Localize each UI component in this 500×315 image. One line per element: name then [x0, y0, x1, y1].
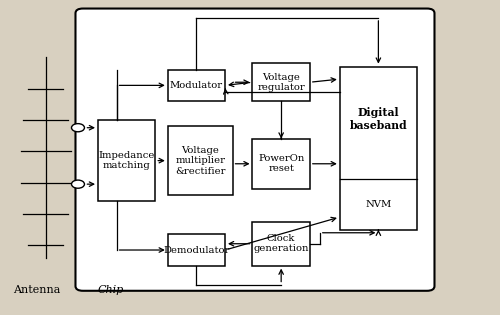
Text: Demodulator: Demodulator	[163, 245, 230, 255]
Bar	[168, 70, 225, 101]
Text: Modulator: Modulator	[170, 81, 223, 90]
Bar	[168, 126, 232, 195]
Text: Voltage
regulator: Voltage regulator	[258, 72, 305, 92]
Bar	[252, 63, 310, 101]
Text: Clock
generation: Clock generation	[254, 234, 309, 254]
Text: Chip: Chip	[98, 285, 124, 295]
Bar	[168, 234, 225, 266]
Bar	[98, 120, 156, 201]
Text: NVM: NVM	[366, 200, 392, 209]
FancyBboxPatch shape	[76, 9, 434, 291]
Text: Digital
baseband: Digital baseband	[350, 107, 407, 131]
Circle shape	[72, 123, 85, 132]
Text: Antenna: Antenna	[13, 285, 60, 295]
Text: Voltage
multiplier
&rectifier: Voltage multiplier &rectifier	[175, 146, 226, 175]
Text: Impedance
matching: Impedance matching	[98, 151, 155, 170]
Bar	[252, 222, 310, 266]
Text: PowerOn
reset: PowerOn reset	[258, 154, 304, 174]
Bar	[252, 139, 310, 189]
Circle shape	[72, 180, 85, 188]
Bar	[340, 66, 417, 230]
